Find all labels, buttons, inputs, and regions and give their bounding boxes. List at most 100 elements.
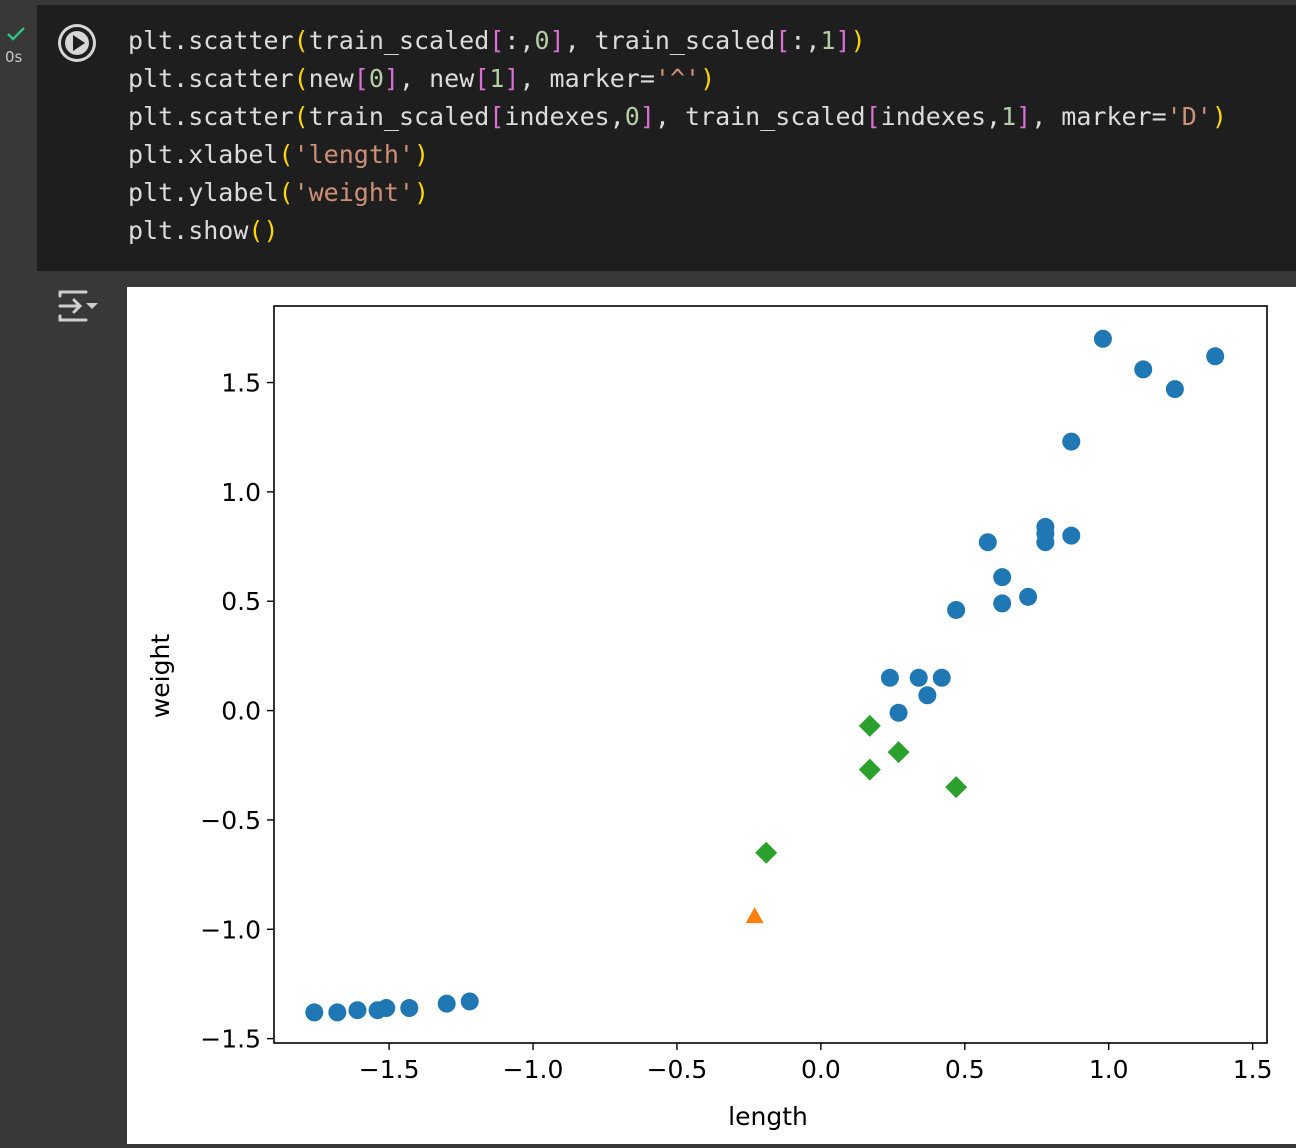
circle-point (947, 600, 966, 619)
x-tick-label: −0.5 (647, 1055, 708, 1084)
code-token: 0 (368, 64, 384, 93)
code-token: 0 (534, 26, 550, 55)
code-token: ) (850, 26, 866, 55)
cell-output: −1.5 −1.0 −0.5 0.0 0.5 1.0 1.5 −1.5 −1.0 −0.5 0.0… (127, 287, 1296, 1144)
circle-point (909, 668, 928, 687)
circle-point (460, 992, 479, 1011)
code-token: ( (278, 140, 294, 169)
circle-point (1206, 347, 1225, 366)
x-axis-label: length (728, 1102, 808, 1131)
code-token: train_scaled (308, 102, 490, 131)
x-tick-label: −1.5 (359, 1055, 420, 1084)
code-token: ] (835, 26, 851, 55)
code-token: [ (865, 102, 881, 131)
x-axis-ticks: −1.5 −1.0 −0.5 0.0 0.5 1.0 1.5 (359, 1043, 1273, 1084)
output-gutter (37, 271, 127, 1144)
code-token: ) (700, 64, 716, 93)
circle-point (918, 686, 937, 705)
code-token: indexes, (504, 102, 625, 131)
circle-point (932, 668, 951, 687)
code-token: ( (293, 102, 309, 131)
code-token: :, (790, 26, 821, 55)
code-token: , train_scaled (654, 102, 866, 131)
circle-point (305, 1003, 324, 1022)
code-token: ( (278, 178, 294, 207)
circle-point (1093, 329, 1112, 348)
code-token: new (308, 64, 354, 93)
circle-point (1062, 432, 1081, 451)
code-token: ] (1016, 102, 1032, 131)
code-token: ] (504, 64, 520, 93)
diamond-point (755, 841, 778, 864)
code-token: :, (504, 26, 535, 55)
code-line: plt.xlabel('length') (128, 140, 429, 169)
check-icon (7, 27, 25, 41)
circle-point (1165, 380, 1184, 399)
code-token: ) (414, 140, 430, 169)
code-token: ( (293, 26, 309, 55)
diamond-point (945, 776, 968, 799)
code-token: , marker= (1031, 102, 1167, 131)
circle-point (978, 533, 997, 552)
y-tick-label: 0.5 (221, 587, 261, 616)
circle-point (1134, 360, 1153, 379)
code-token: 1 (489, 64, 505, 93)
code-token: indexes, (880, 102, 1002, 131)
y-tick-label: −1.5 (200, 1025, 261, 1054)
code-token: , train_scaled (564, 26, 776, 55)
code-token: ] (549, 26, 565, 55)
code-token: plt.scatter (128, 26, 294, 55)
circle-point (377, 999, 396, 1018)
code-token: , marker= (519, 64, 655, 93)
circle-point (400, 999, 419, 1018)
y-axis-label: weight (146, 634, 175, 718)
code-line: plt.ylabel('weight') (128, 178, 429, 207)
collapse-output-icon[interactable] (56, 286, 102, 326)
y-tick-label: −0.5 (200, 806, 261, 835)
scatter-plot: −1.5 −1.0 −0.5 0.0 0.5 1.0 1.5 −1.5 −1.0 −0.5 0.0… (146, 305, 1273, 1131)
code-editor[interactable]: plt.scatter(train_scaled[:,0], train_sca… (128, 22, 1227, 250)
circle-point (437, 994, 456, 1013)
code-token: plt.scatter (128, 102, 294, 131)
code-token: plt.show (128, 216, 249, 245)
cell-gutter (0, 0, 37, 1144)
code-cell[interactable] (37, 5, 1296, 271)
code-token: 'weight' (293, 178, 414, 207)
code-token: 'length' (293, 140, 414, 169)
diamond-point (858, 758, 881, 781)
code-token: , new (398, 64, 475, 93)
diamond-point (858, 714, 881, 737)
code-token: '^' (654, 64, 701, 93)
code-token: 1 (820, 26, 836, 55)
y-tick-label: 0.0 (221, 697, 261, 726)
code-line: plt.scatter(train_scaled[indexes,0], tra… (128, 102, 1227, 131)
x-tick-label: −1.0 (503, 1055, 564, 1084)
triangle-point (745, 907, 764, 924)
code-token: ( (293, 64, 309, 93)
code-line: plt.scatter(train_scaled[:,0], train_sca… (128, 26, 866, 55)
code-token: ] (383, 64, 399, 93)
circle-point (880, 668, 899, 687)
circle-point (993, 568, 1012, 587)
code-token: ] (639, 102, 655, 131)
circle-point (1036, 533, 1055, 552)
y-tick-label: 1.0 (221, 478, 261, 507)
circle-point (993, 594, 1012, 613)
code-token: plt.xlabel (128, 140, 279, 169)
code-token: 1 (1001, 102, 1017, 131)
code-token: [ (474, 64, 490, 93)
x-tick-label: 1.0 (1089, 1055, 1129, 1084)
x-tick-label: 0.0 (801, 1055, 841, 1084)
code-token: 0 (624, 102, 640, 131)
code-token: [ (489, 102, 505, 131)
code-line: plt.scatter(new[0], new[1], marker='^') (128, 64, 715, 93)
data-points (305, 329, 1225, 1022)
diamond-point (887, 741, 910, 764)
code-token: [ (489, 26, 505, 55)
plot-area (273, 305, 1268, 1044)
code-token: train_scaled (308, 26, 490, 55)
circle-point (348, 1001, 367, 1020)
run-cell-button[interactable] (58, 24, 96, 62)
y-axis-ticks: −1.5 −1.0 −0.5 0.0 0.5 1.0 1.5 (200, 369, 274, 1054)
x-tick-label: 1.5 (1233, 1055, 1273, 1084)
